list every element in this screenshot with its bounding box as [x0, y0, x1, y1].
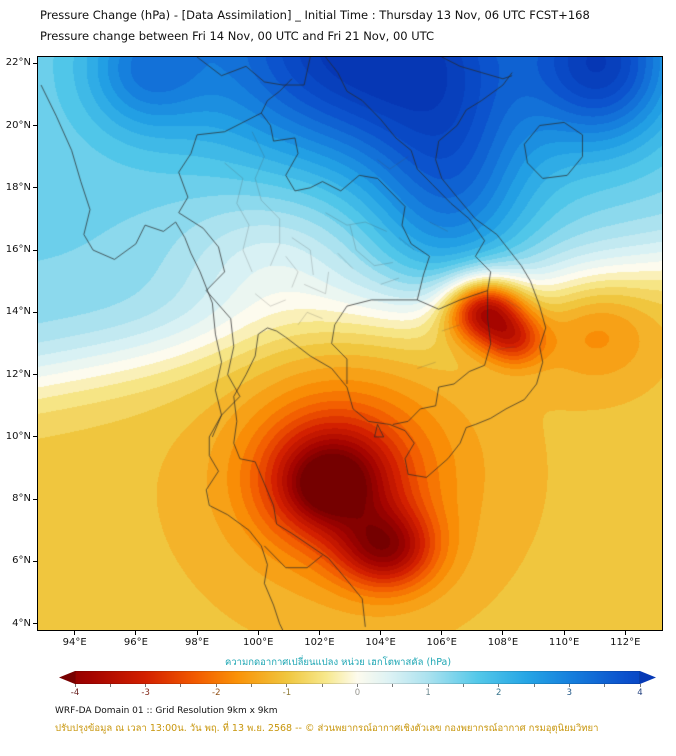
- pressure-change-map: [38, 57, 662, 630]
- colorbar-minor-tick: [427, 684, 429, 687]
- lat-tick: [33, 249, 37, 251]
- lon-tick-label: 104°E: [365, 637, 396, 648]
- page-subtitle: Pressure change between Fri 14 Nov, 00 U…: [40, 29, 435, 43]
- lat-tick: [33, 623, 37, 625]
- colorbar-minor-tick: [251, 684, 253, 687]
- colorbar-minor-tick: [604, 684, 606, 687]
- colorbar-tick-label: 4: [637, 688, 643, 698]
- lat-tick-label: 18°N: [5, 181, 31, 193]
- colorbar-minor-tick: [286, 684, 288, 687]
- colorbar-tick-label: -3: [141, 688, 150, 698]
- lat-tick: [33, 498, 37, 500]
- lat-tick-label: 8°N: [12, 493, 31, 505]
- footer-domain-info: WRF-DA Domain 01 :: Grid Resolution 9km …: [55, 706, 278, 716]
- lon-tick-label: 94°E: [62, 637, 87, 648]
- colorbar-right-arrow: [640, 671, 656, 684]
- lat-tick: [33, 125, 37, 126]
- colorbar-tick-label: -2: [212, 688, 221, 698]
- colorbar-ticks: -4 -3 -2 -1 0 1 2 3 4: [0, 684, 676, 702]
- lat-tick: [33, 560, 37, 562]
- colorbar-tick-label: -4: [70, 688, 80, 698]
- lon-tick-label: 102°E: [304, 637, 335, 648]
- lon-tick: [74, 631, 76, 635]
- colorbar-minor-tick: [357, 684, 358, 687]
- colorbar-minor-tick: [462, 684, 464, 687]
- lat-tick-label: 6°N: [12, 555, 31, 567]
- lon-tick-label: 108°E: [487, 637, 519, 648]
- lat-tick-label: 16°N: [5, 244, 31, 256]
- lat-tick-label: 22°N: [5, 57, 31, 69]
- lon-tick: [441, 631, 443, 635]
- colorbar-minor-tick: [533, 684, 535, 687]
- colorbar-tick-label: 2: [496, 688, 502, 698]
- colorbar: [59, 671, 656, 684]
- colorbar-minor-tick: [180, 684, 182, 687]
- lon-tick: [380, 631, 382, 635]
- lat-tick-label: 12°N: [5, 368, 31, 380]
- lat-tick: [33, 311, 37, 313]
- colorbar-tick-label: 0: [354, 688, 361, 698]
- colorbar-minor-tick: [392, 684, 394, 687]
- colorbar-minor-tick: [568, 684, 570, 687]
- lon-tick: [135, 631, 137, 635]
- colorbar-minor-tick: [74, 684, 76, 687]
- colorbar-minor-tick: [215, 684, 217, 687]
- lat-tick: [33, 187, 37, 189]
- lon-tick-label: 98°E: [185, 637, 210, 648]
- colorbar-tick-label: -1: [282, 688, 292, 698]
- colorbar-tick-label: 1: [425, 688, 431, 698]
- colorbar-minor-tick: [145, 684, 147, 687]
- lon-tick-label: 96°E: [123, 637, 148, 648]
- lon-tick: [624, 631, 626, 635]
- lat-tick: [33, 374, 37, 376]
- colorbar-minor-tick: [321, 684, 323, 687]
- lon-tick-label: 112°E: [610, 637, 641, 648]
- lon-tick: [563, 631, 565, 635]
- lon-tick-label: 100°E: [243, 637, 274, 648]
- lon-tick: [318, 631, 320, 635]
- page-title: Pressure Change (hPa) - [Data Assimilati…: [40, 8, 590, 22]
- lon-tick: [502, 631, 504, 635]
- colorbar-gradient: [75, 671, 640, 684]
- lon-tick: [257, 631, 259, 635]
- footer-credit: ปรับปรุงข้อมูล ณ เวลา 13:00น. วัน พฤ. ที…: [55, 723, 599, 734]
- lon-tick: [196, 631, 198, 635]
- colorbar-minor-tick: [498, 684, 500, 687]
- lat-tick: [33, 436, 37, 438]
- colorbar-label: ความกดอากาศเปลี่ยนแปลง หน่วย เฮกโตพาสคัล…: [224, 657, 452, 668]
- colorbar-tick-label: 3: [566, 688, 573, 698]
- colorbar-minor-tick: [639, 684, 641, 687]
- lat-tick-label: 14°N: [5, 306, 31, 318]
- lon-tick-label: 106°E: [426, 637, 457, 648]
- lon-tick-label: 110°E: [548, 637, 580, 648]
- colorbar-minor-tick: [109, 684, 111, 687]
- colorbar-left-arrow: [59, 671, 75, 684]
- lat-tick-label: 20°N: [5, 119, 31, 131]
- lat-tick-label: 4°N: [12, 617, 31, 629]
- lat-tick: [33, 62, 37, 64]
- lat-tick-label: 10°N: [5, 430, 31, 442]
